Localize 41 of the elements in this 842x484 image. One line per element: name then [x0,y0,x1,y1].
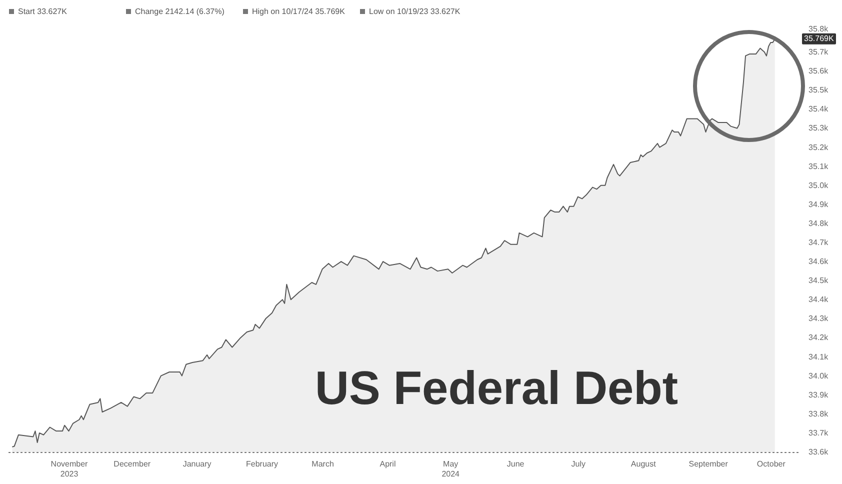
y-tick-label: 33.8k [808,409,830,418]
text: Change 2142.14 (6.37%) [135,7,224,16]
y-tick-label: 35.7k [808,48,830,57]
y-tick-label: 35.2k [808,142,830,152]
x-tick-label: November 2023 [50,460,88,478]
y-tick-label: 34.3k [808,314,830,324]
y-tick-label: 35.8k [808,24,830,34]
annotation: 35.769K [804,34,834,43]
text: High on 10/17/24 35.769K [252,7,345,16]
x-tick-label: January [182,460,212,468]
x-tick-label: December [114,460,151,468]
y-tick-label: 34.0k [808,371,830,380]
y-tick-label: 35.0k [808,180,830,190]
x-tick-label: October [756,460,786,468]
text: Low on 10/19/23 33.627K [369,7,460,16]
x-tick-label: February [246,460,278,468]
text: Start 33.627K [18,7,67,16]
y-tick-label: 34.1k [808,352,830,362]
y-tick-label: 33.6k [808,448,830,456]
y-tick-label: 35.4k [808,104,830,114]
x-tick-label: April [380,460,396,468]
x-tick-label: July [571,460,586,468]
x-tick-label: September [688,460,728,468]
y-tick-label: 34.4k [808,295,830,304]
text: US Federal Debt [315,360,678,415]
y-tick-label: 34.5k [808,276,830,286]
y-tick-label: 34.7k [808,238,830,247]
y-tick-label: 35.6k [808,66,830,76]
y-tick-label: 34.6k [808,257,830,266]
y-tick-label: 33.9k [808,390,830,400]
y-tick-label: 35.3k [808,124,830,133]
x-tick-label: March [312,460,334,468]
y-tick-label: 35.5k [808,86,830,95]
x-tick-label: June [506,460,525,468]
y-tick-label: 33.7k [808,428,830,438]
x-tick-label: August [630,460,657,468]
y-tick-label: 34.8k [808,218,830,228]
y-tick-label: 34.2k [808,333,830,342]
x-tick-label: May 2024 [442,460,460,478]
y-tick-label: 34.9k [808,200,830,209]
y-tick-label: 35.1k [808,162,830,171]
